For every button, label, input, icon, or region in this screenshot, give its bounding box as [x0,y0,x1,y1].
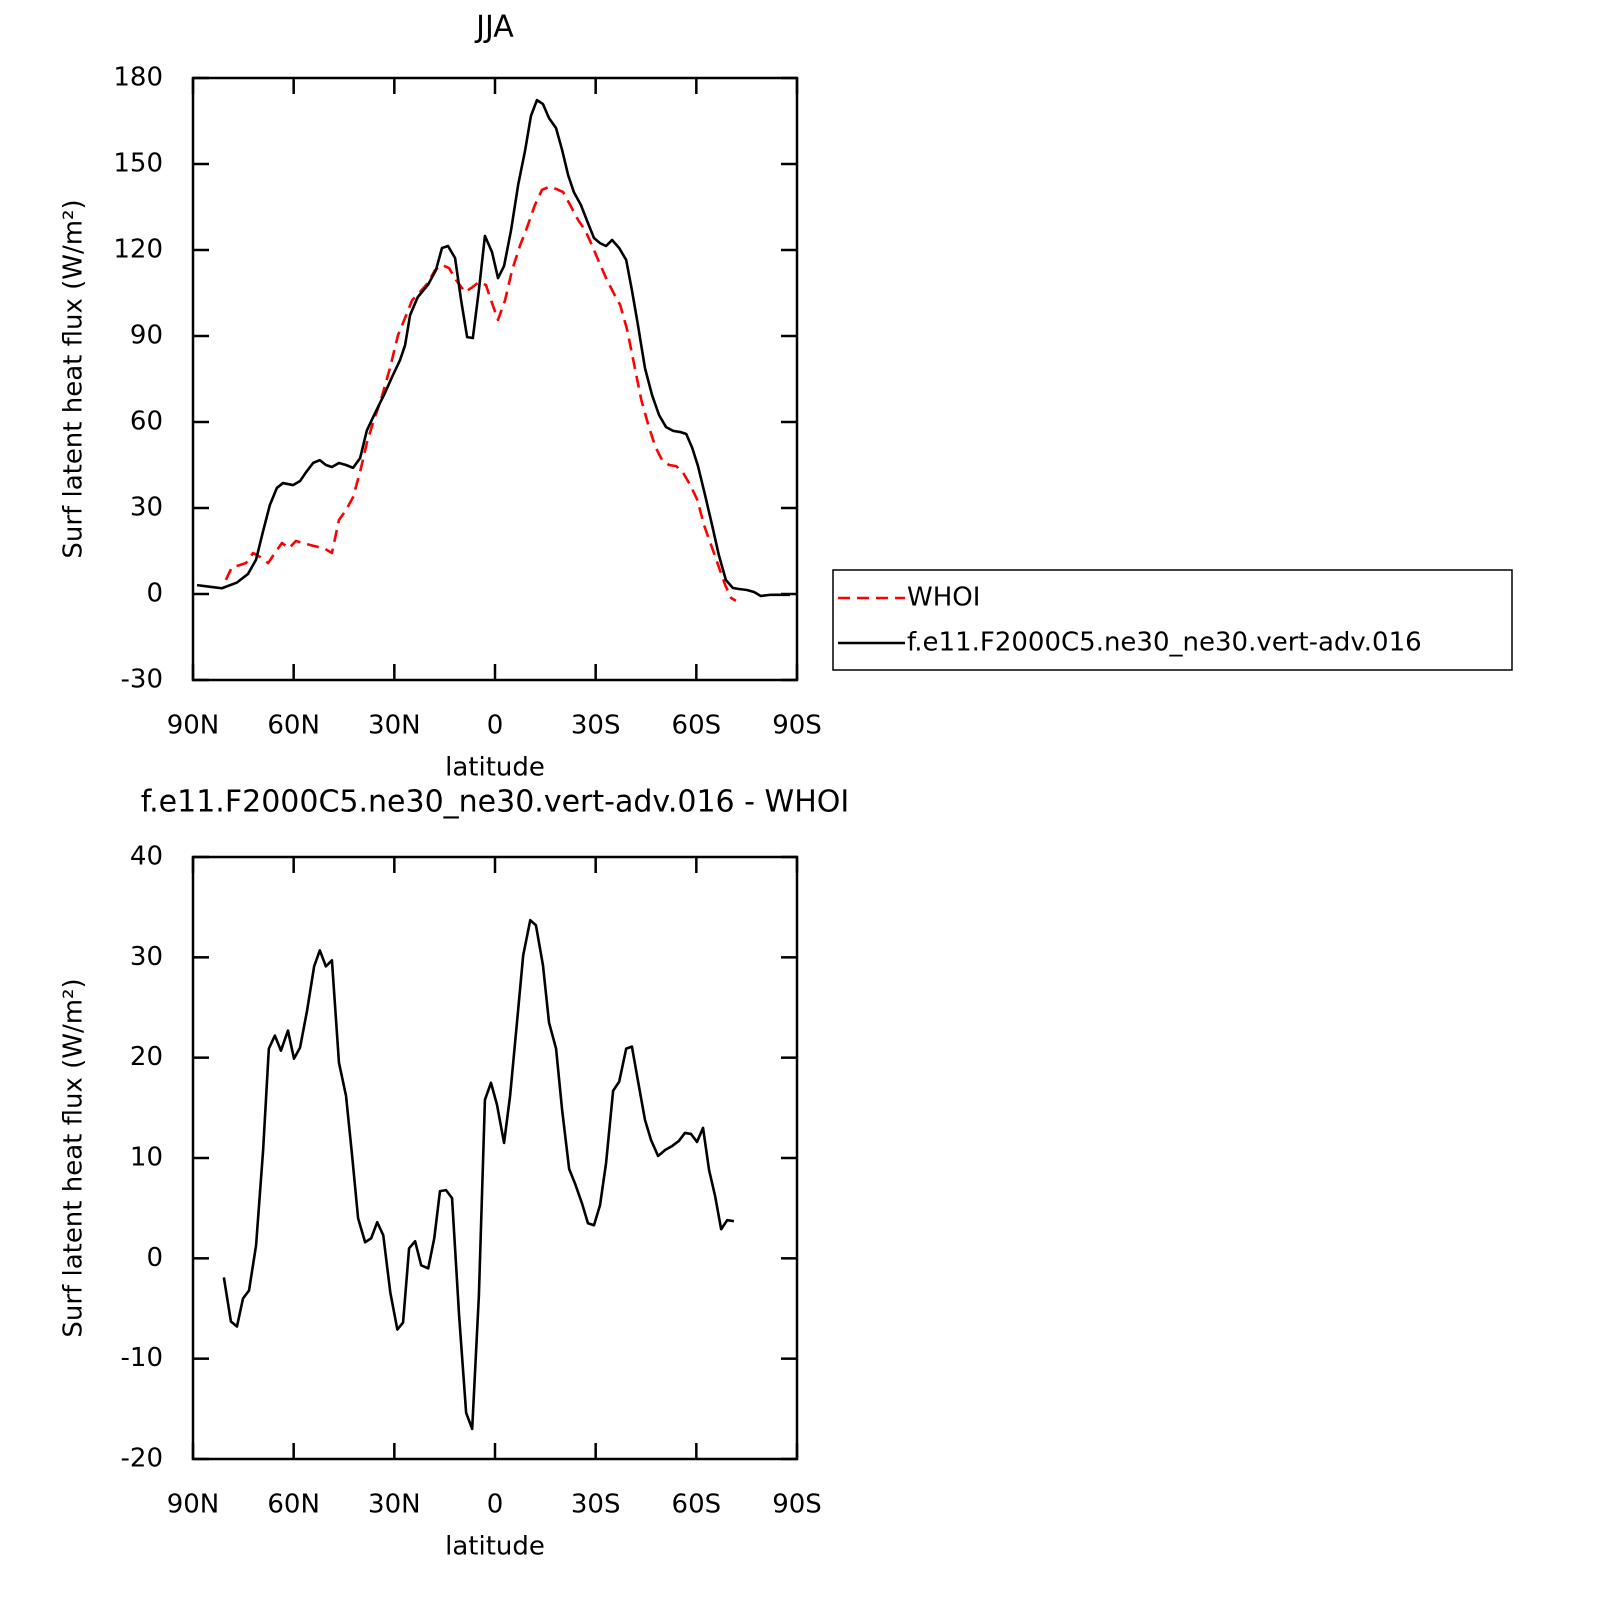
plot-frame [191,855,799,1461]
x-tick-label: 60S [672,711,722,741]
x-axis-label: latitude [445,753,545,783]
y-tick-label: 150 [113,149,163,179]
chart-title: f.e11.F2000C5.ne30_ne30.vert-adv.016 - W… [141,785,849,820]
x-tick-label: 90N [167,711,220,741]
x-tick-label: 0 [487,711,504,741]
data-line [222,918,735,1431]
y-tick-label: 30 [130,942,163,972]
y-tick-label: 120 [113,235,163,265]
x-tick-label: 0 [487,1490,504,1520]
y-axis-label: Surf latent heat flux (W/m²) [59,978,89,1337]
y-tick-label: 90 [130,321,163,351]
chart-title: JJA [474,10,514,45]
y-tick-label: -20 [121,1444,163,1474]
x-tick-label: 60N [267,1490,320,1520]
y-tick-label: 60 [130,407,163,437]
x-tick-label: 90S [772,1490,822,1520]
y-tick-label: 180 [113,63,163,93]
legend: WHOI f.e11.F2000C5.ne30_ne30.vert-adv.016 [832,569,1513,671]
y-tick-label: -10 [121,1343,163,1373]
y-tick-label: -30 [121,665,163,695]
x-axis-label: latitude [445,1532,545,1562]
y-axis-label: Surf latent heat flux (W/m²) [59,199,89,558]
data-line [224,185,737,602]
y-tick-label: 30 [130,493,163,523]
data-line [196,98,790,598]
legend-label: f.e11.F2000C5.ne30_ne30.vert-adv.016 [907,628,1422,658]
x-tick-label: 30S [571,711,621,741]
plot-frame [191,76,799,682]
x-tick-label: 30N [368,1490,421,1520]
legend-frame [832,569,1513,671]
y-tick-label: 0 [146,579,163,609]
y-tick-label: 0 [146,1243,163,1273]
y-tick-label: 10 [130,1143,163,1173]
legend-label: WHOI [907,583,980,613]
x-tick-label: 90S [772,711,822,741]
x-tick-label: 30N [368,711,421,741]
x-tick-label: 90N [167,1490,220,1520]
x-tick-label: 60S [672,1490,722,1520]
x-tick-label: 60N [267,711,320,741]
x-tick-label: 30S [571,1490,621,1520]
y-tick-label: 40 [130,842,163,872]
y-tick-label: 20 [130,1042,163,1072]
